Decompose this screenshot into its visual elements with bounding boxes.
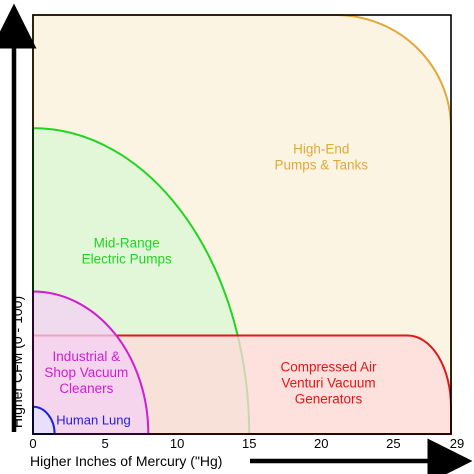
x-tick-label: 20	[314, 436, 328, 451]
region-label-3: Industrial & Shop Vacuum Cleaners	[44, 349, 128, 396]
region-label-line: Human Lung	[56, 413, 130, 428]
region-label-line: High-End	[293, 141, 349, 156]
regions-layer	[32, 14, 452, 435]
x-tick-label: 15	[242, 436, 256, 451]
region-4	[32, 405, 56, 435]
region-labels-layer: High-End Pumps & Tanks Mid-Range Electric P…	[44, 141, 377, 427]
x-tick-label: 10	[170, 436, 184, 451]
region-3	[32, 290, 150, 435]
region-label-1: Mid-Range Electric Pumps	[82, 236, 172, 267]
region-label-line: Compressed Air	[280, 360, 377, 375]
x-tick-labels: 0 5 10 15 20 25 29	[29, 436, 464, 451]
x-tick-label: 25	[386, 436, 400, 451]
y-axis-label: Higher CFM (0 - 100)	[9, 296, 25, 428]
x-tick-label: 29	[450, 436, 464, 451]
x-axis-label: Higher Inches of Mercury ("Hg)	[30, 453, 222, 469]
region-label-4: Human Lung	[56, 413, 130, 428]
x-tick-label: 0	[29, 436, 36, 451]
region-label-line: Venturi Vacuum	[281, 376, 375, 391]
plot-frame	[32, 14, 452, 435]
region-label-line: Pumps & Tanks	[275, 157, 369, 172]
region-label-0: High-End Pumps & Tanks	[275, 141, 369, 172]
region-label-line: Shop Vacuum	[44, 365, 128, 380]
region-label-line: Electric Pumps	[82, 252, 172, 267]
region-label-2: Compressed Air Venturi Vacuum Generators	[280, 360, 377, 407]
x-tick-label: 5	[101, 436, 108, 451]
region-label-line: Cleaners	[59, 381, 113, 396]
region-label-line: Mid-Range	[94, 236, 160, 251]
region-label-line: Industrial &	[53, 349, 121, 364]
region-label-line: Generators	[295, 392, 363, 407]
